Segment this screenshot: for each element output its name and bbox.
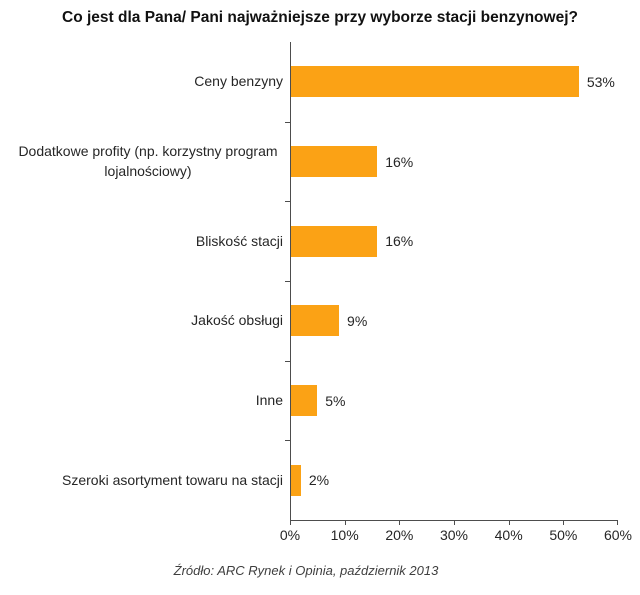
- bar-track: 9%: [290, 281, 617, 361]
- y-axis-tick: [285, 360, 290, 362]
- category-label-cell: Bliskość stacji: [0, 201, 290, 281]
- x-axis-tick: [290, 520, 291, 525]
- y-axis-tick: [285, 440, 290, 442]
- chart-row: Bliskość stacji 16%: [0, 201, 640, 281]
- bar: [290, 305, 340, 337]
- x-axis-tick-label: 20%: [385, 527, 414, 543]
- y-axis-tick: [285, 281, 290, 282]
- bar: [290, 385, 318, 417]
- plot-area: Ceny benzyny 53% Dodatkowe profity (np. ko…: [0, 42, 640, 520]
- category-label: Inne: [255, 391, 283, 408]
- x-axis-tick: [454, 520, 455, 525]
- chart-row: Inne 5%: [0, 361, 640, 441]
- category-label: Jakość obsługi: [191, 312, 283, 329]
- chart-row: Ceny benzyny 53%: [0, 42, 640, 122]
- bar: [290, 66, 579, 98]
- y-axis-tick: [285, 201, 290, 203]
- value-label: 2%: [308, 472, 330, 489]
- chart-row: Jakość obsługi 9%: [0, 281, 640, 361]
- category-label-cell: Jakość obsługi: [0, 281, 290, 361]
- x-axis-tick: [399, 520, 401, 525]
- y-axis-tick: [285, 121, 290, 123]
- bar-track: 2%: [290, 440, 617, 520]
- source-caption: Źródło: ARC Rynek i Opinia, październik …: [173, 563, 439, 578]
- bar-track: 5%: [290, 361, 617, 441]
- bar: [290, 146, 378, 177]
- value-label: 5%: [325, 392, 346, 409]
- x-axis-line: [290, 520, 618, 525]
- x-axis-tick-label: 40%: [494, 527, 523, 543]
- bar-track: 16%: [290, 201, 617, 281]
- category-label: Ceny benzyny: [194, 73, 283, 90]
- x-axis-tick: [617, 520, 618, 525]
- category-label-cell: Szeroki asortyment towaru na stacji: [0, 440, 290, 520]
- bar: [290, 225, 378, 257]
- x-axis-tick-label: 0%: [279, 527, 301, 543]
- x-axis-tick-label: 30%: [439, 527, 469, 543]
- x-axis-tick-label: 10%: [330, 527, 359, 543]
- bar: [290, 464, 301, 496]
- x-axis-tick: [344, 520, 346, 525]
- y-axis-line: [285, 42, 291, 520]
- bar-track: 16%: [290, 122, 617, 202]
- category-label: Bliskość stacji: [195, 232, 283, 249]
- x-axis-tick: [508, 520, 510, 525]
- category-label: Szeroki asortyment towaru na stacji: [62, 471, 283, 488]
- chart-title: Co jest dla Pana/ Pani najważniejsze prz…: [62, 9, 578, 26]
- value-label: 53%: [586, 73, 615, 90]
- x-axis-tick: [563, 520, 565, 525]
- category-label: Dodatkowe profity (np. korzystny program…: [18, 143, 278, 179]
- chart-row: Dodatkowe profity (np. korzystny program…: [0, 122, 640, 202]
- category-label-cell: Inne: [0, 361, 290, 441]
- category-label-cell: Dodatkowe profity (np. korzystny program…: [0, 122, 290, 202]
- x-axis-tick-label: 50%: [549, 527, 578, 543]
- value-label: 16%: [385, 153, 414, 170]
- x-axis-labels: 0% 10% 20% 30% 40% 50% 60%: [280, 527, 632, 547]
- value-label: 9%: [347, 312, 368, 329]
- chart-row: Szeroki asortyment towaru na stacji 2%: [0, 440, 640, 520]
- value-label: 16%: [385, 233, 414, 250]
- x-axis-tick-label: 60%: [603, 527, 633, 543]
- category-label-cell: Ceny benzyny: [0, 42, 290, 122]
- bar-track: 53%: [290, 42, 617, 122]
